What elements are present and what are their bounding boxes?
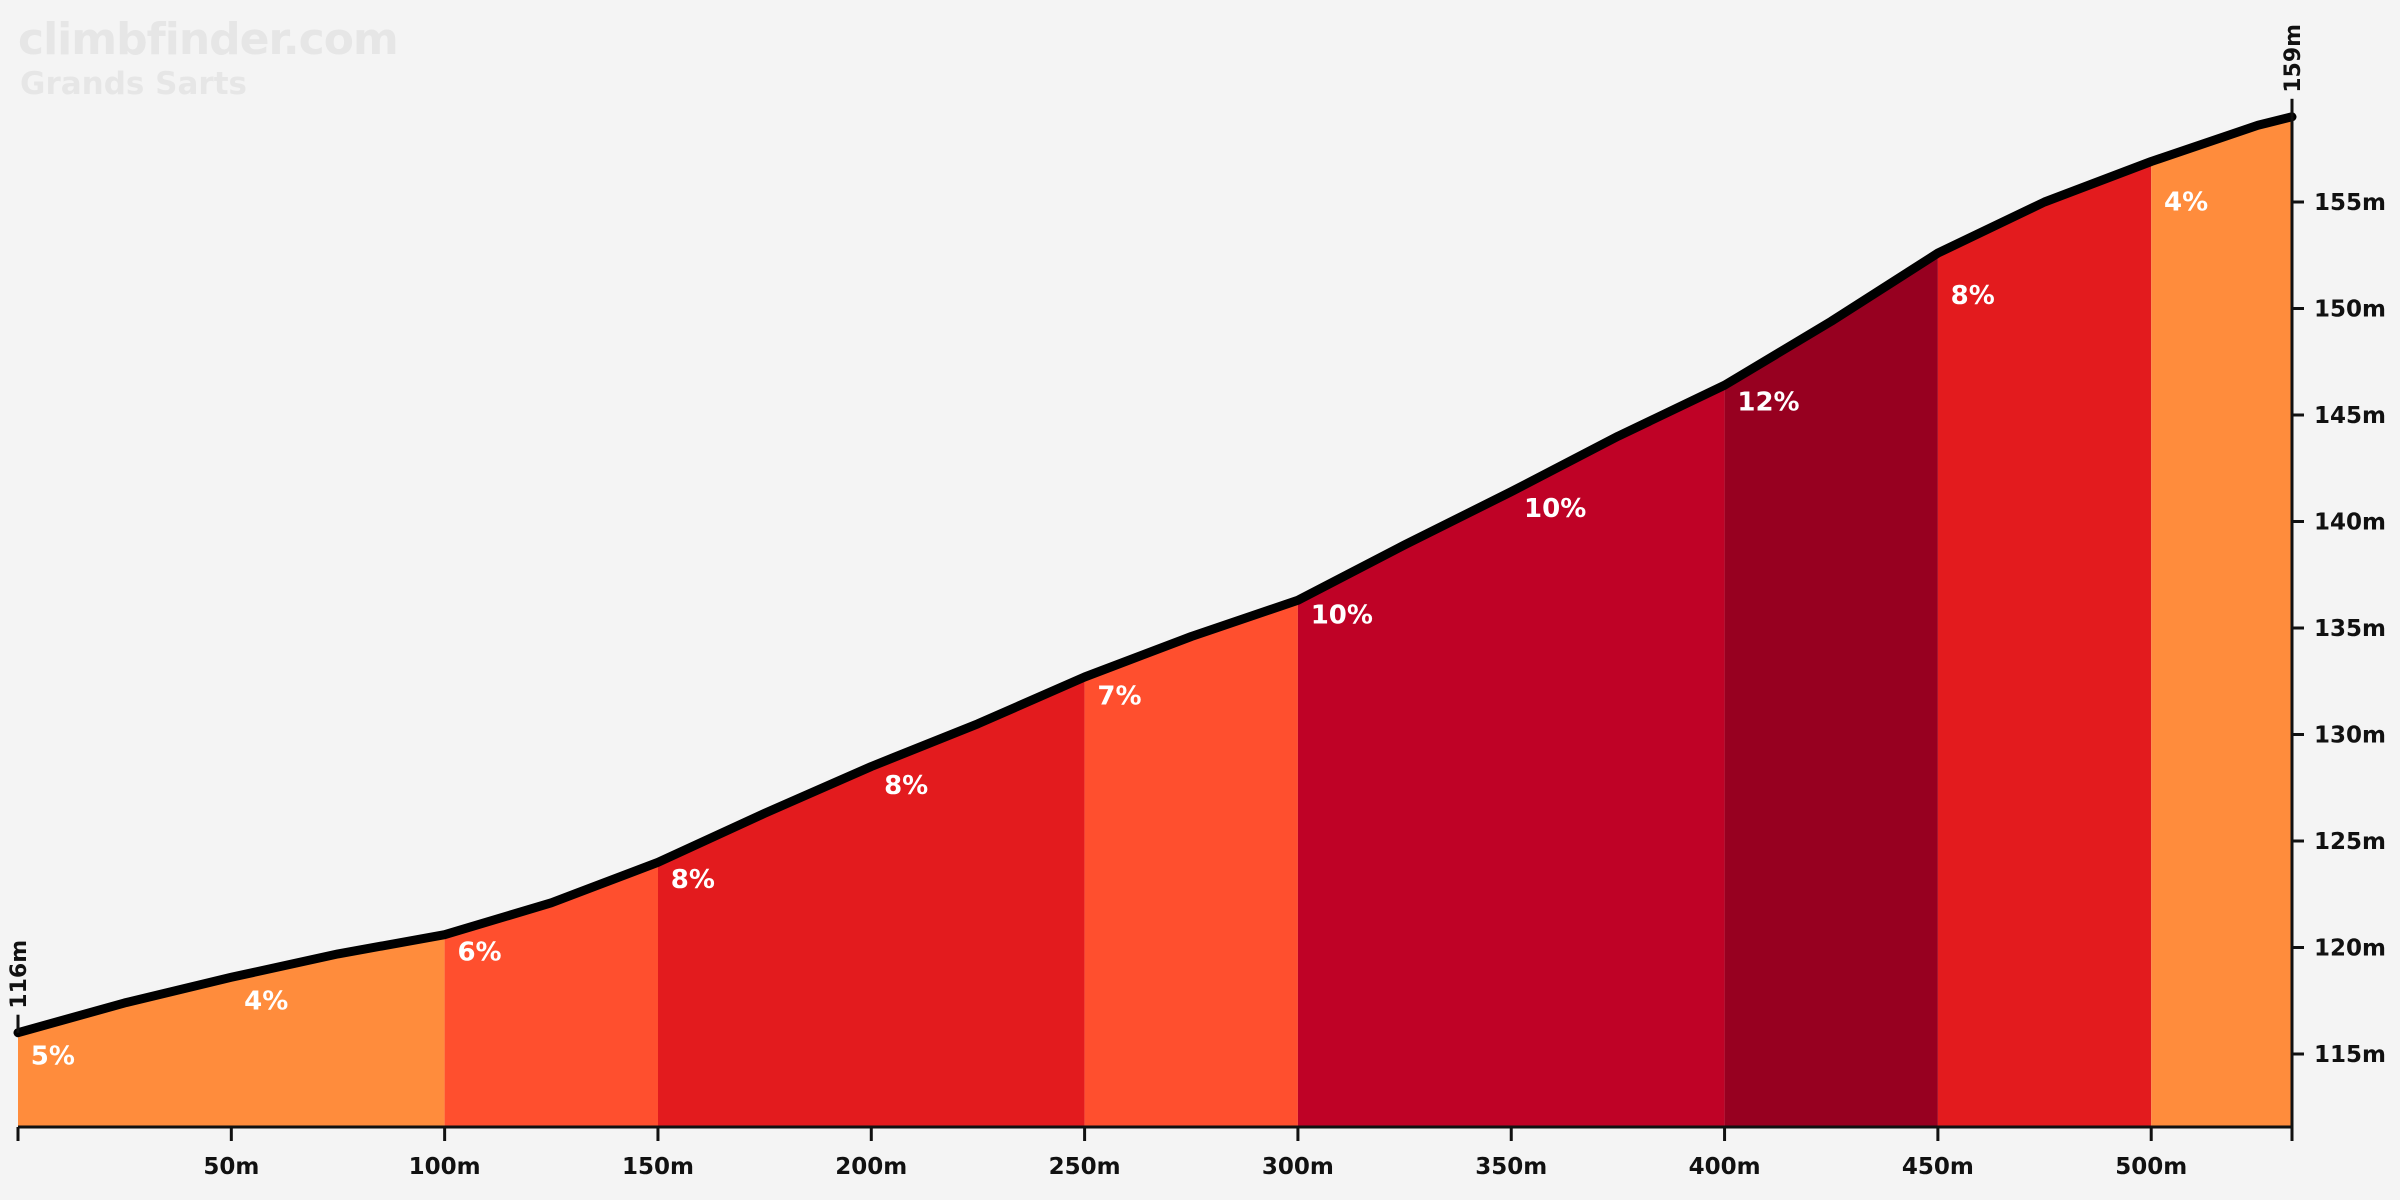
- x-tick-label: 250m: [1049, 1154, 1121, 1180]
- x-tick-label: 150m: [622, 1154, 694, 1180]
- grade-segment-6: [1724, 253, 1938, 1128]
- profile-line: [13, 112, 2297, 1038]
- grade-segment-4: [1084, 600, 1298, 1127]
- grade-segment-1: [18, 934, 445, 1127]
- start-elevation-label: 116m: [7, 940, 32, 1009]
- y-tick-label: 135m: [2314, 616, 2386, 642]
- grade-segment-5: [1297, 385, 1725, 1127]
- x-tick-label: 100m: [409, 1154, 481, 1180]
- grade-label: 5%: [31, 1042, 75, 1072]
- grade-label: 8%: [671, 865, 715, 895]
- grade-label: 4%: [2164, 188, 2208, 218]
- x-tick-label: 50m: [203, 1154, 259, 1180]
- profile-line-group: [13, 112, 2297, 1038]
- y-tick-label: 120m: [2314, 936, 2386, 962]
- grade-label: 6%: [457, 937, 501, 967]
- grade-segment-2: [444, 862, 658, 1127]
- y-tick-label: 155m: [2314, 190, 2386, 216]
- grade-segment-7: [1937, 161, 2152, 1127]
- grade-labels: 5% 4% 6% 8% 8% 7% 10% 10% 12% 8% 4%: [31, 188, 2208, 1072]
- grade-label: 10%: [1524, 494, 1586, 524]
- brand-watermark: climbfinder.com: [18, 14, 399, 65]
- grade-label: 4%: [244, 986, 288, 1016]
- x-tick-label: 500m: [2115, 1154, 2187, 1180]
- y-tick-label: 150m: [2314, 297, 2386, 323]
- x-tick-label: 400m: [1689, 1154, 1761, 1180]
- y-tick-label: 115m: [2314, 1042, 2386, 1068]
- grade-label: 8%: [884, 771, 928, 801]
- x-tick-label: 300m: [1262, 1154, 1334, 1180]
- grade-segment-3: [658, 677, 1085, 1127]
- axes: 50m 100m 150m 200m 250m 300m 350m 400m 450m 500m 1…: [7, 24, 2386, 1180]
- y-tick-label: 145m: [2314, 403, 2386, 429]
- x-tick-label: 200m: [835, 1154, 907, 1180]
- grade-segments: [18, 116, 2292, 1128]
- y-tick-label: 125m: [2314, 829, 2386, 855]
- end-elevation-label: 159m: [2281, 24, 2306, 93]
- grade-label: 7%: [1097, 682, 1141, 712]
- grade-label: 8%: [1951, 281, 1995, 311]
- grade-segment-8: [2151, 116, 2292, 1128]
- x-tick-label: 450m: [1902, 1154, 1974, 1180]
- y-tick-label: 140m: [2314, 510, 2386, 536]
- grade-label: 10%: [1311, 601, 1373, 631]
- grade-label: 12%: [1737, 388, 1799, 418]
- x-tick-label: 350m: [1475, 1154, 1547, 1180]
- climb-name: Grands Sarts: [20, 66, 247, 102]
- y-tick-label: 130m: [2314, 723, 2386, 749]
